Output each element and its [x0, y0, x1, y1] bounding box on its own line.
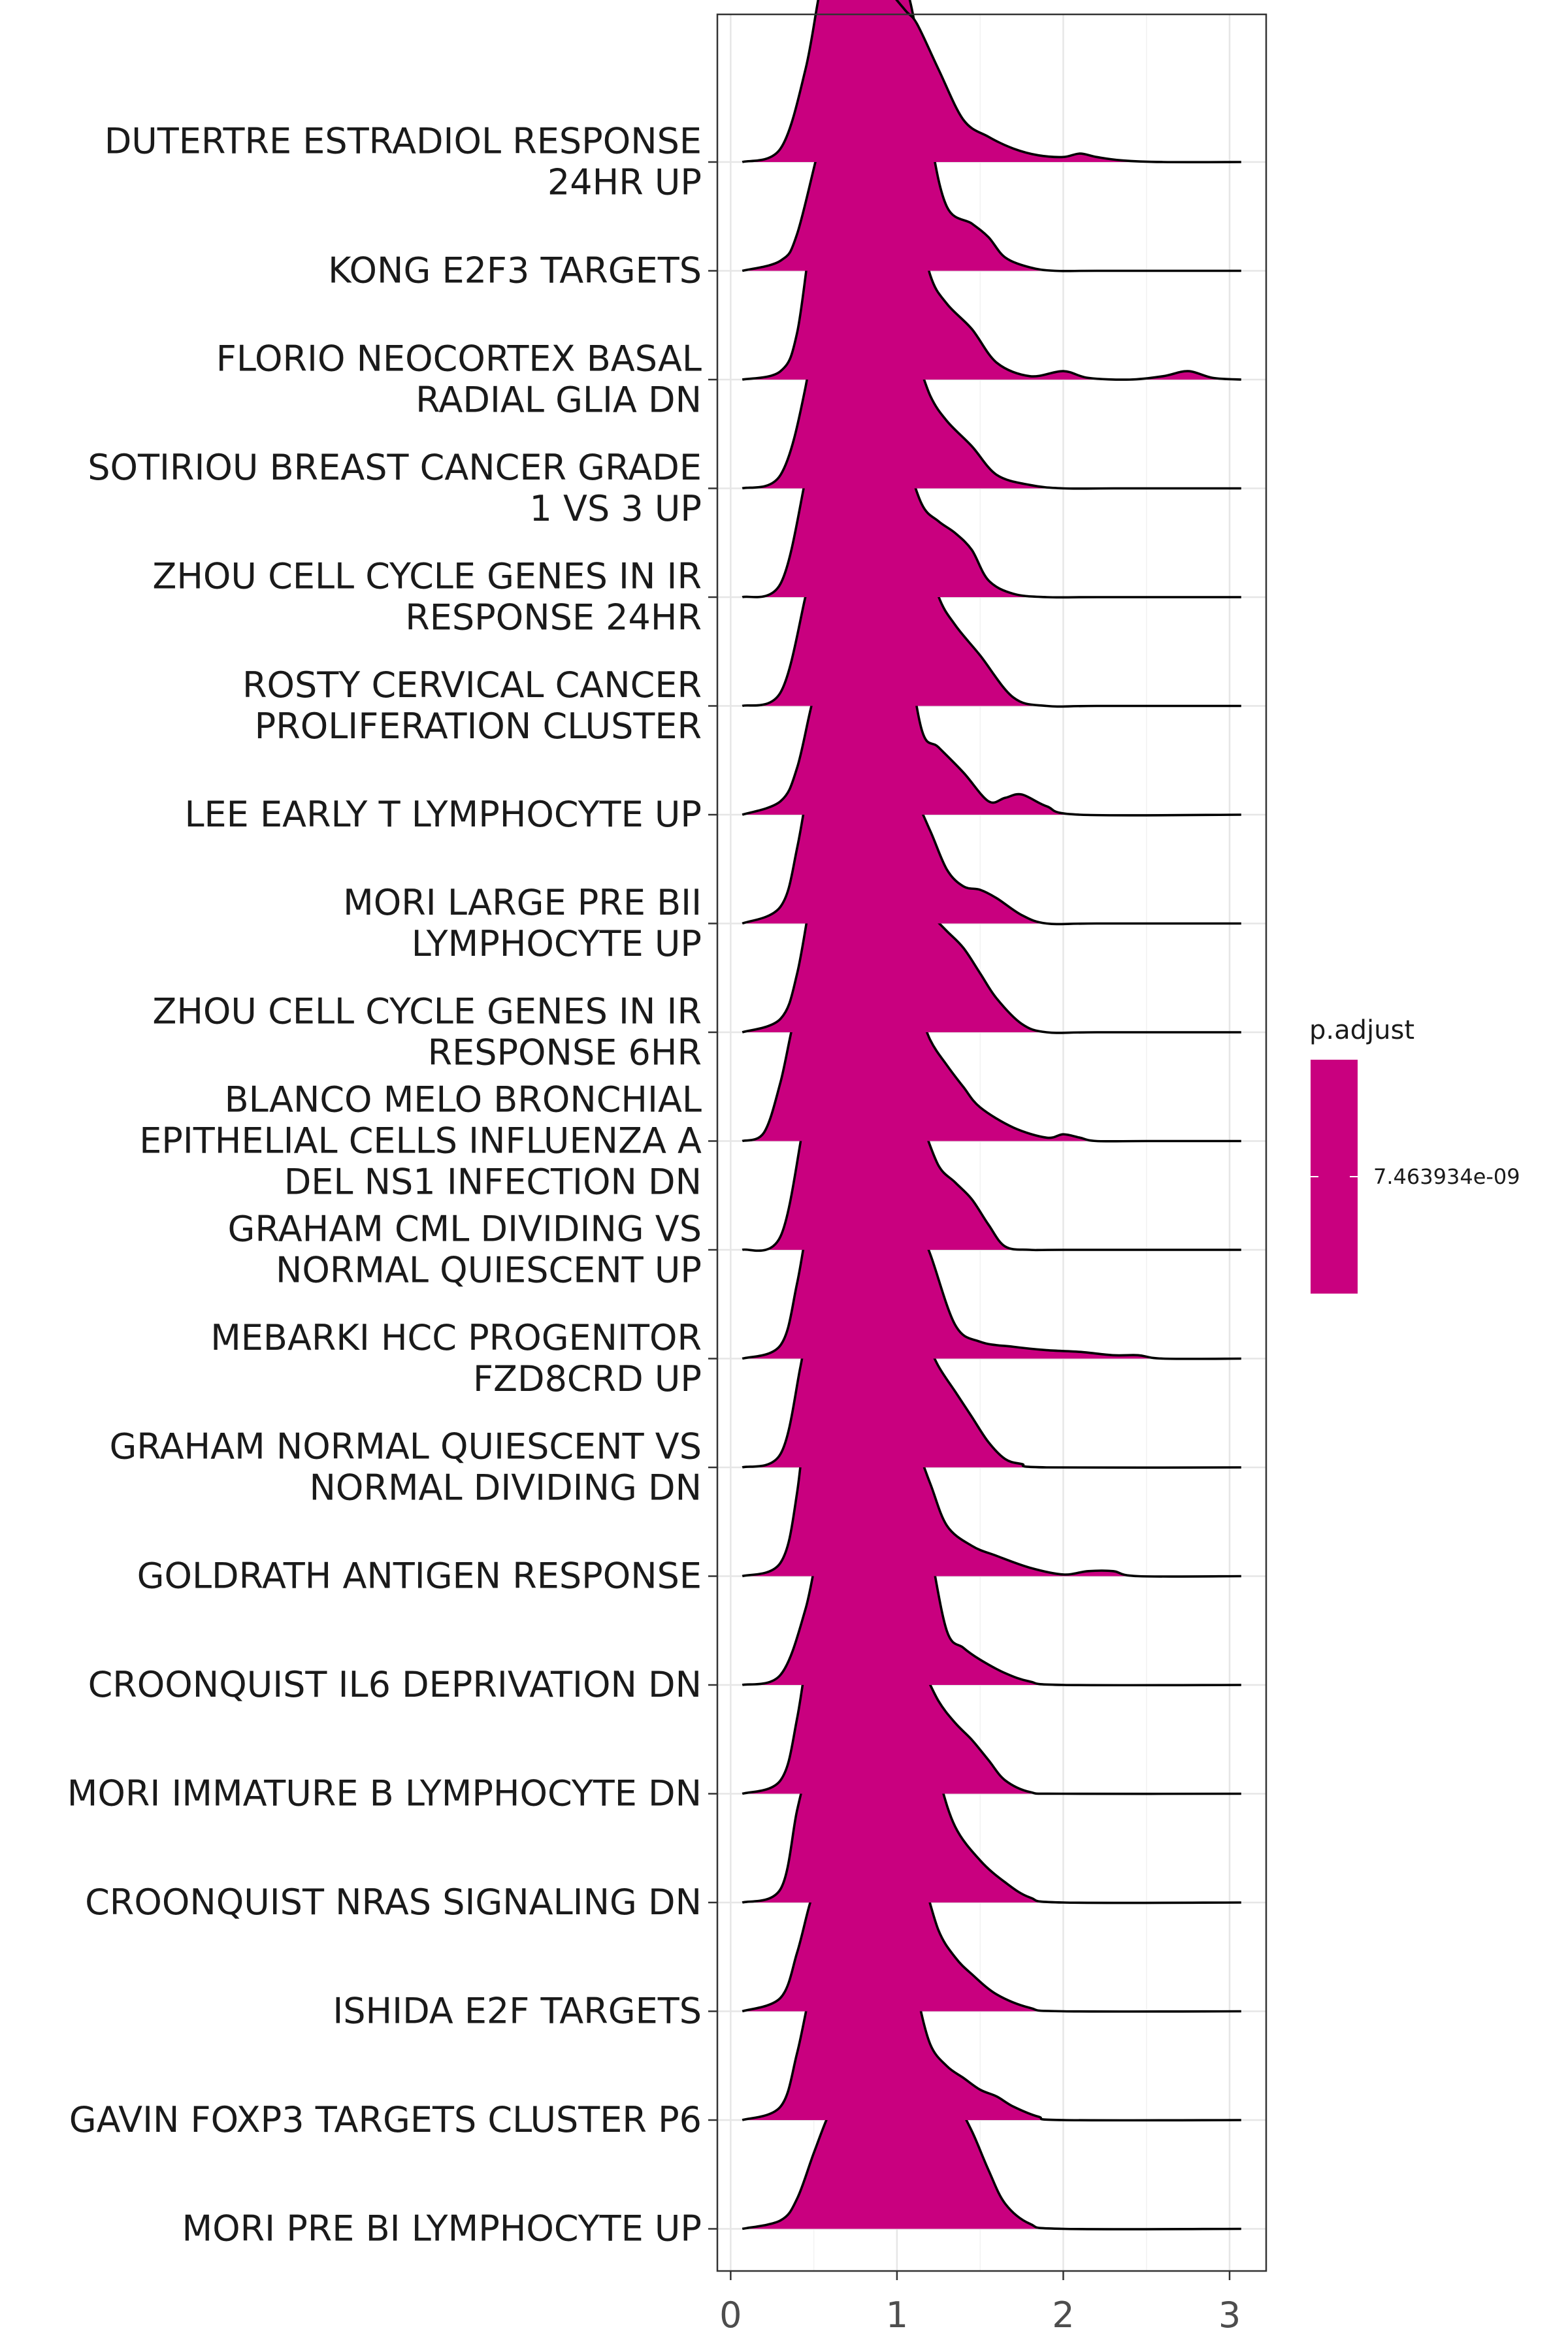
y-tick-label: LEE EARLY T LYMPHOCYTE UP	[184, 794, 702, 835]
x-axis: 0 1 2 3	[719, 2271, 1241, 2336]
y-tick-label: BLANCO MELO BRONCHIAL EPITHELIAL CELLS IN…	[139, 1079, 702, 1203]
y-tick-label: GOLDRATH ANTIGEN RESPONSE	[137, 1556, 702, 1597]
y-tick-label: ZHOU CELL CYCLE GENES IN IR RESPONSE 6HR	[152, 991, 702, 1073]
y-tick-label: KONG E2F3 TARGETS	[328, 250, 702, 291]
y-tick-label: GAVIN FOXP3 TARGETS CLUSTER P6	[69, 2099, 702, 2140]
y-tick-label: MORI LARGE PRE BII LYMPHOCYTE UP	[343, 882, 702, 964]
x-tick-label: 0	[719, 2295, 742, 2336]
ridge-area	[742, 1274, 1241, 1577]
y-axis-labels: DUTERTRE ESTRADIOL RESPONSE 24HR UP KONG E…	[67, 121, 717, 2249]
y-tick-label: MORI PRE BI LYMPHOCYTE UP	[182, 2208, 702, 2249]
y-tick-label: MORI IMMATURE B LYMPHOCYTE DN	[67, 1773, 702, 1814]
y-tick-label: CROONQUIST IL6 DEPRIVATION DN	[88, 1664, 702, 1705]
y-tick-label: FLORIO NEOCORTEX BASAL RADIAL GLIA DN	[216, 338, 702, 421]
y-tick-label: ISHIDA E2F TARGETS	[333, 1991, 702, 2032]
y-tick-label: SOTIRIOU BREAST CANCER GRADE 1 VS 3 UP	[88, 447, 702, 529]
ridge-area	[742, 653, 1241, 924]
x-tick-label: 2	[1052, 2295, 1074, 2336]
x-tick-label: 1	[886, 2295, 908, 2336]
ridge-outline	[742, 0, 1241, 163]
legend: p.adjust 7.463934e-09	[1309, 1015, 1520, 1294]
ridge-series	[742, 0, 1241, 163]
legend-label: 7.463934e-09	[1373, 1164, 1520, 1189]
y-tick-label: ROSTY CERVICAL CANCER PROLIFERATION CLUST…	[242, 664, 702, 747]
y-tick-label: CROONQUIST NRAS SIGNALING DN	[85, 1882, 702, 1923]
ridge-area	[742, 0, 1241, 163]
y-tick-label: GRAHAM CML DIVIDING VS NORMAL QUIESCENT U…	[228, 1209, 702, 1291]
y-tick-label: DUTERTRE ESTRADIOL RESPONSE 24HR UP	[105, 121, 702, 203]
ridges	[742, 0, 1241, 2230]
legend-title: p.adjust	[1309, 1015, 1414, 1045]
panel-border	[716, 13, 1267, 2272]
x-tick-label: 3	[1218, 2295, 1241, 2336]
y-tick-label: MEBARKI HCC PROGENITOR FZD8CRD UP	[210, 1317, 702, 1399]
y-tick-label: GRAHAM NORMAL QUIESCENT VS NORMAL DIVIDIN…	[109, 1426, 702, 1509]
y-tick-label: ZHOU CELL CYCLE GENES IN IR RESPONSE 24HR	[152, 556, 702, 638]
